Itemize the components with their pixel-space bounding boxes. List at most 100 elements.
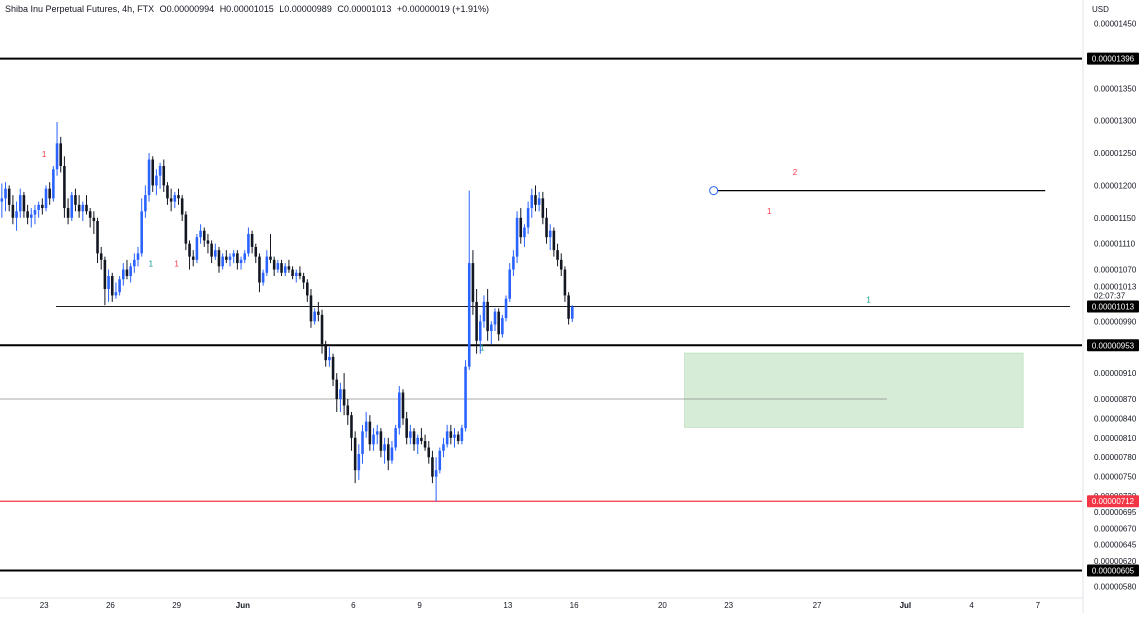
candle-body[interactable] bbox=[342, 389, 346, 406]
candle-body[interactable] bbox=[125, 269, 129, 277]
candle-body[interactable] bbox=[287, 266, 291, 270]
candle-body[interactable] bbox=[37, 204, 40, 211]
candle-body[interactable] bbox=[162, 166, 166, 186]
candle-body[interactable] bbox=[416, 437, 419, 445]
candle-body[interactable] bbox=[467, 263, 471, 367]
candle-body[interactable] bbox=[545, 217, 548, 238]
candle-body[interactable] bbox=[548, 230, 552, 238]
candle-body[interactable] bbox=[4, 188, 7, 199]
candle-body[interactable] bbox=[328, 356, 331, 361]
candle-body[interactable] bbox=[383, 444, 386, 451]
candle-body[interactable] bbox=[537, 198, 541, 205]
candle-body[interactable] bbox=[508, 269, 512, 299]
candle-body[interactable] bbox=[412, 431, 416, 445]
candle-body[interactable] bbox=[63, 166, 66, 209]
candle-body[interactable] bbox=[427, 447, 431, 458]
candle-body[interactable] bbox=[228, 256, 232, 260]
candle-body[interactable] bbox=[335, 379, 339, 399]
candle-body[interactable] bbox=[269, 256, 272, 260]
candle-body[interactable] bbox=[26, 211, 29, 218]
candle-body[interactable] bbox=[453, 434, 456, 438]
candle-body[interactable] bbox=[504, 298, 508, 319]
candle-body[interactable] bbox=[519, 217, 523, 238]
candle-body[interactable] bbox=[74, 195, 77, 205]
candle-body[interactable] bbox=[405, 418, 408, 438]
candle-body[interactable] bbox=[368, 421, 372, 445]
candle-body[interactable] bbox=[526, 208, 530, 228]
candle-body[interactable] bbox=[475, 301, 478, 341]
candle-body[interactable] bbox=[530, 195, 534, 209]
candle-body[interactable] bbox=[191, 256, 195, 260]
candle-body[interactable] bbox=[177, 195, 180, 199]
candle-body[interactable] bbox=[534, 195, 537, 205]
candle-body[interactable] bbox=[88, 211, 92, 218]
candle-body[interactable] bbox=[129, 266, 132, 277]
candle-body[interactable] bbox=[449, 431, 453, 438]
candle-body[interactable] bbox=[133, 259, 136, 267]
candle-body[interactable] bbox=[434, 470, 438, 477]
candle-body[interactable] bbox=[346, 405, 350, 416]
candle-body[interactable] bbox=[99, 253, 103, 260]
candle-body[interactable] bbox=[261, 272, 265, 283]
candle-body[interactable] bbox=[364, 421, 368, 432]
candle-body[interactable] bbox=[567, 295, 570, 319]
candle-body[interactable] bbox=[214, 250, 217, 257]
candle-body[interactable] bbox=[563, 269, 567, 296]
candle-body[interactable] bbox=[107, 276, 110, 289]
candle-body[interactable] bbox=[66, 208, 70, 218]
candle-body[interactable] bbox=[442, 444, 445, 451]
candle-body[interactable] bbox=[155, 175, 158, 186]
candle-body[interactable] bbox=[11, 204, 15, 218]
candle-body[interactable] bbox=[357, 454, 361, 471]
candle-body[interactable] bbox=[247, 233, 250, 254]
candle-body[interactable] bbox=[110, 276, 114, 296]
candle-body[interactable] bbox=[144, 195, 147, 212]
candle-body[interactable] bbox=[0, 198, 4, 202]
candle-body[interactable] bbox=[22, 195, 26, 212]
candle-body[interactable] bbox=[81, 204, 85, 212]
candle-body[interactable] bbox=[512, 256, 515, 270]
candle-body[interactable] bbox=[570, 306, 574, 319]
candle-body[interactable] bbox=[118, 279, 121, 293]
candle-body[interactable] bbox=[456, 434, 460, 442]
candle-body[interactable] bbox=[423, 441, 427, 448]
candle-body[interactable] bbox=[490, 324, 493, 332]
candle-body[interactable] bbox=[497, 311, 500, 335]
candle-body[interactable] bbox=[236, 253, 239, 264]
candle-body[interactable] bbox=[324, 343, 327, 361]
candle-body[interactable] bbox=[556, 250, 559, 260]
candle-body[interactable] bbox=[147, 159, 151, 196]
candle-body[interactable] bbox=[291, 269, 294, 277]
candle-body[interactable] bbox=[379, 431, 383, 451]
resistance-anchor-handle[interactable] bbox=[709, 186, 719, 196]
candle-body[interactable] bbox=[294, 272, 298, 277]
candle-body[interactable] bbox=[77, 204, 81, 212]
candle-body[interactable] bbox=[401, 392, 405, 419]
candle-body[interactable] bbox=[361, 431, 364, 455]
candle-body[interactable] bbox=[180, 198, 184, 215]
candle-body[interactable] bbox=[140, 211, 143, 254]
candle-body[interactable] bbox=[331, 356, 335, 380]
candle-body[interactable] bbox=[353, 437, 357, 471]
candle-body[interactable] bbox=[48, 188, 51, 199]
candle-body[interactable] bbox=[478, 321, 482, 341]
candle-body[interactable] bbox=[394, 428, 397, 448]
candle-body[interactable] bbox=[258, 256, 261, 283]
candle-body[interactable] bbox=[552, 230, 556, 251]
candle-body[interactable] bbox=[431, 457, 434, 477]
candle-body[interactable] bbox=[272, 259, 276, 270]
candle-body[interactable] bbox=[254, 246, 258, 257]
candle-body[interactable] bbox=[151, 159, 155, 186]
candle-body[interactable] bbox=[445, 431, 449, 445]
candle-body[interactable] bbox=[96, 221, 99, 254]
candle-body[interactable] bbox=[7, 188, 11, 205]
candle-body[interactable] bbox=[350, 415, 353, 438]
candle-body[interactable] bbox=[306, 282, 309, 296]
candle-body[interactable] bbox=[44, 188, 48, 209]
candle-body[interactable] bbox=[320, 314, 324, 344]
candle-body[interactable] bbox=[276, 263, 280, 270]
candle-body[interactable] bbox=[221, 256, 224, 267]
candle-body[interactable] bbox=[158, 166, 162, 176]
